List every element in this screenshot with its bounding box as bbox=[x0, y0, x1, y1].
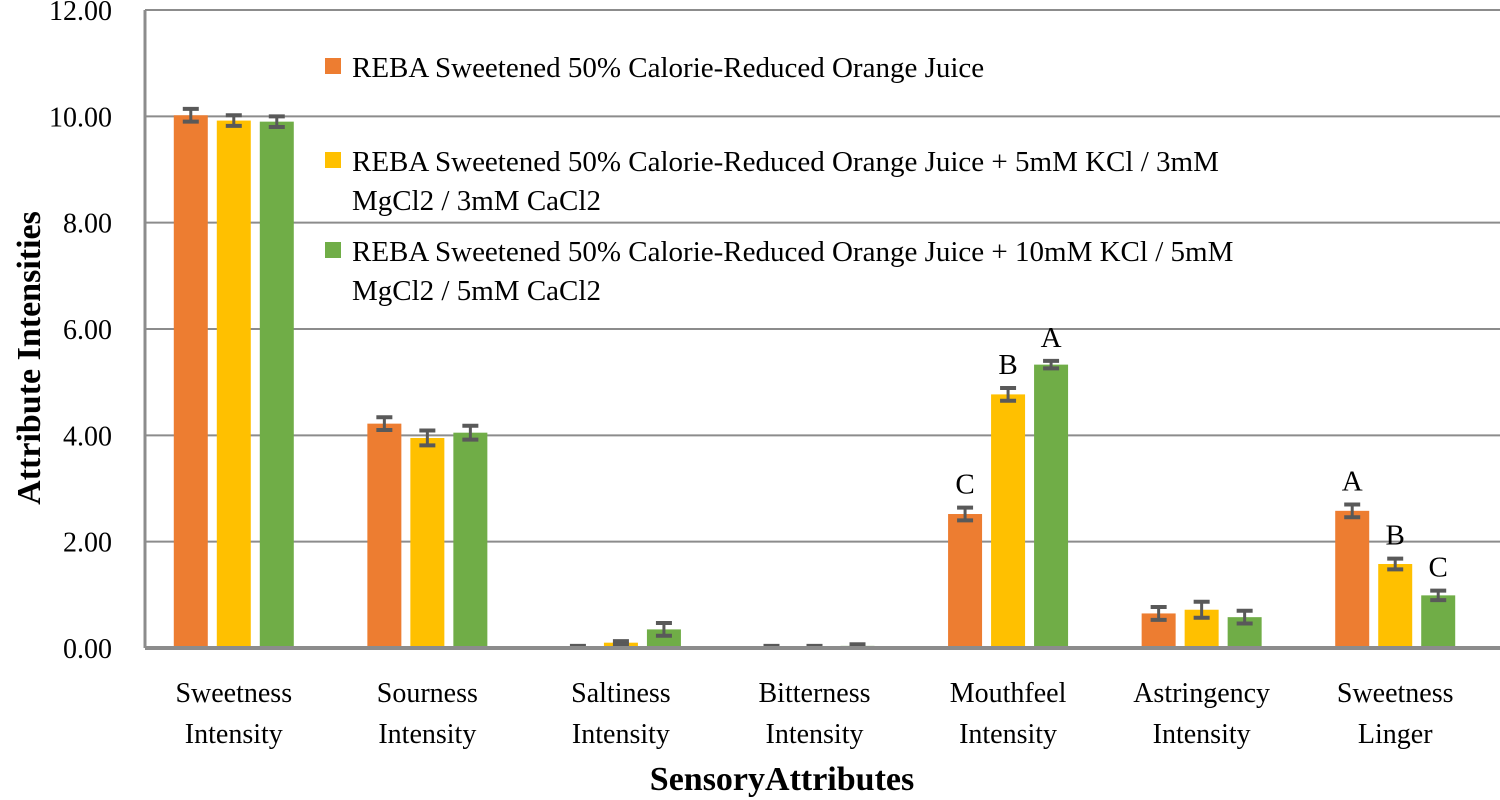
bar bbox=[646, 629, 681, 648]
error-bar bbox=[655, 621, 672, 638]
significance-letter: C bbox=[1429, 552, 1448, 584]
x-category-label: Astringency Intensity bbox=[1133, 678, 1270, 750]
bar bbox=[453, 432, 488, 648]
legend-label: REBA Sweetened 50% Calorie-Reduced Orang… bbox=[352, 52, 984, 84]
bar bbox=[259, 121, 294, 648]
x-category-label: Sourness Intensity bbox=[377, 678, 478, 750]
error-bar bbox=[376, 415, 393, 433]
bar bbox=[1421, 595, 1456, 648]
y-axis-title: Attribute Intensities bbox=[11, 211, 48, 505]
y-tick-label: 10.00 bbox=[49, 102, 112, 133]
significance-letter: A bbox=[1041, 322, 1062, 354]
error-bar bbox=[1236, 608, 1253, 626]
legend-label: REBA Sweetened 50% Calorie-Reduced Orang… bbox=[352, 236, 1233, 307]
x-category-label: Sweetness Intensity bbox=[175, 678, 292, 750]
significance-letter: C bbox=[955, 469, 974, 501]
bar bbox=[216, 120, 251, 648]
x-axis-title: SensoryAttributes bbox=[650, 761, 914, 798]
axes bbox=[143, 10, 1500, 650]
error-bar bbox=[419, 428, 436, 448]
y-tick-label: 6.00 bbox=[63, 315, 112, 346]
gridlines bbox=[145, 9, 1500, 543]
bar bbox=[367, 423, 402, 648]
x-category-label: Sweetness Linger bbox=[1337, 678, 1454, 750]
error-bar bbox=[1430, 588, 1447, 603]
bar bbox=[410, 437, 445, 648]
bar bbox=[1034, 364, 1069, 648]
error-bar bbox=[1344, 502, 1361, 520]
x-category-label: Saltiness Intensity bbox=[571, 678, 671, 750]
legend-item: REBA Sweetened 50% Calorie-Reduced Orang… bbox=[325, 146, 1219, 217]
error-bar bbox=[957, 505, 974, 523]
y-tick-label: 12.00 bbox=[49, 0, 112, 27]
y-tick-labels: 0.00 2.00 4.00 6.00 8.00 10.00 12.00 bbox=[49, 0, 112, 665]
x-category-labels: Sweetness Intensity Sourness Intensity Salti… bbox=[175, 678, 1453, 750]
bar bbox=[1335, 510, 1370, 648]
error-bar bbox=[225, 113, 242, 128]
y-tick-label: 4.00 bbox=[63, 421, 112, 452]
significance-letter: B bbox=[998, 349, 1017, 381]
legend: REBA Sweetened 50% Calorie-Reduced Orang… bbox=[325, 52, 1233, 307]
y-tick-label: 2.00 bbox=[63, 528, 112, 559]
legend-swatch bbox=[325, 242, 341, 258]
legend-item: REBA Sweetened 50% Calorie-Reduced Orang… bbox=[325, 52, 984, 84]
error-bar bbox=[1387, 556, 1404, 572]
x-category-label: Bitterness Intensity bbox=[759, 678, 871, 750]
bar bbox=[1378, 563, 1413, 648]
x-category-label: Mouthfeel Intensity bbox=[950, 678, 1067, 750]
error-bar bbox=[1150, 605, 1167, 622]
legend-label: REBA Sweetened 50% Calorie-Reduced Orang… bbox=[352, 146, 1219, 217]
legend-item: REBA Sweetened 50% Calorie-Reduced Orang… bbox=[325, 236, 1233, 307]
error-bar bbox=[182, 106, 199, 124]
error-bar bbox=[1193, 599, 1210, 620]
legend-swatch bbox=[325, 152, 341, 168]
y-tick-label: 0.00 bbox=[63, 634, 112, 665]
error-bar bbox=[1043, 358, 1060, 371]
y-tick-label: 8.00 bbox=[63, 209, 112, 240]
bar bbox=[948, 514, 983, 648]
legend-swatch bbox=[325, 58, 341, 74]
error-bar bbox=[268, 114, 285, 129]
significance-letter: B bbox=[1386, 520, 1405, 552]
bar bbox=[173, 115, 208, 648]
error-bar bbox=[612, 639, 629, 647]
significance-letter: A bbox=[1342, 465, 1363, 497]
bars bbox=[173, 115, 1456, 648]
bar bbox=[991, 394, 1026, 648]
error-bar bbox=[462, 423, 479, 442]
error-bar bbox=[1000, 386, 1017, 403]
